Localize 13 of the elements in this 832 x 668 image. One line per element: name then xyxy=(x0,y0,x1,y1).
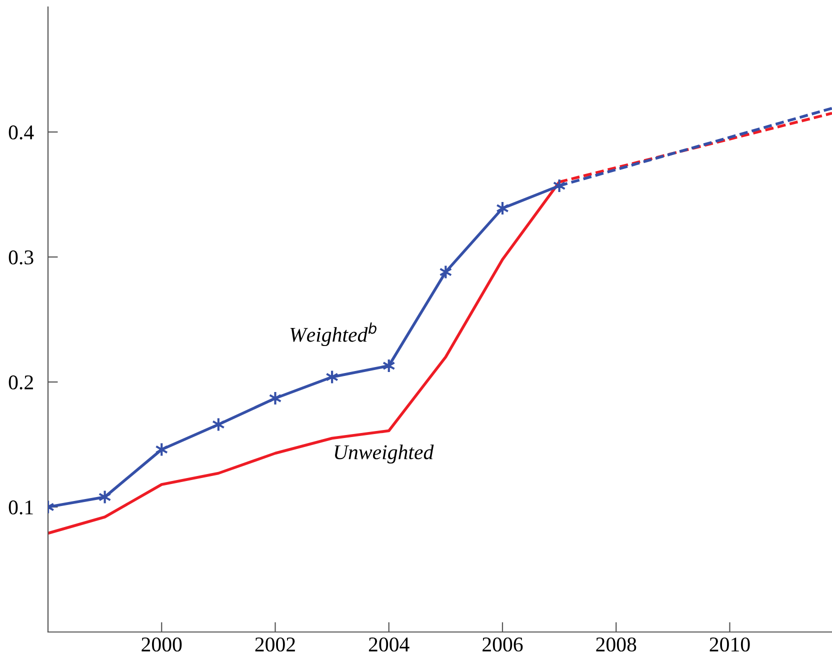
y-tick-label: 0.2 xyxy=(8,375,33,390)
y-tick-label: 0.4 xyxy=(8,125,34,140)
x-tick-label: 2000 xyxy=(142,637,182,652)
y-tick-label: 0.1 xyxy=(8,500,33,515)
series-label: Weighted$^{b}$ xyxy=(290,322,376,346)
x-tick-label: 2010 xyxy=(710,637,750,652)
x-tick-label: 2008 xyxy=(596,637,636,652)
x-tick-label: 2004 xyxy=(368,637,410,652)
x-tick-label: 2002 xyxy=(255,637,295,652)
point xyxy=(268,390,282,406)
x-tick-label: 2006 xyxy=(482,637,523,652)
series-label: Unweighted xyxy=(334,444,434,464)
y-tick-label: 0.3 xyxy=(8,250,34,265)
